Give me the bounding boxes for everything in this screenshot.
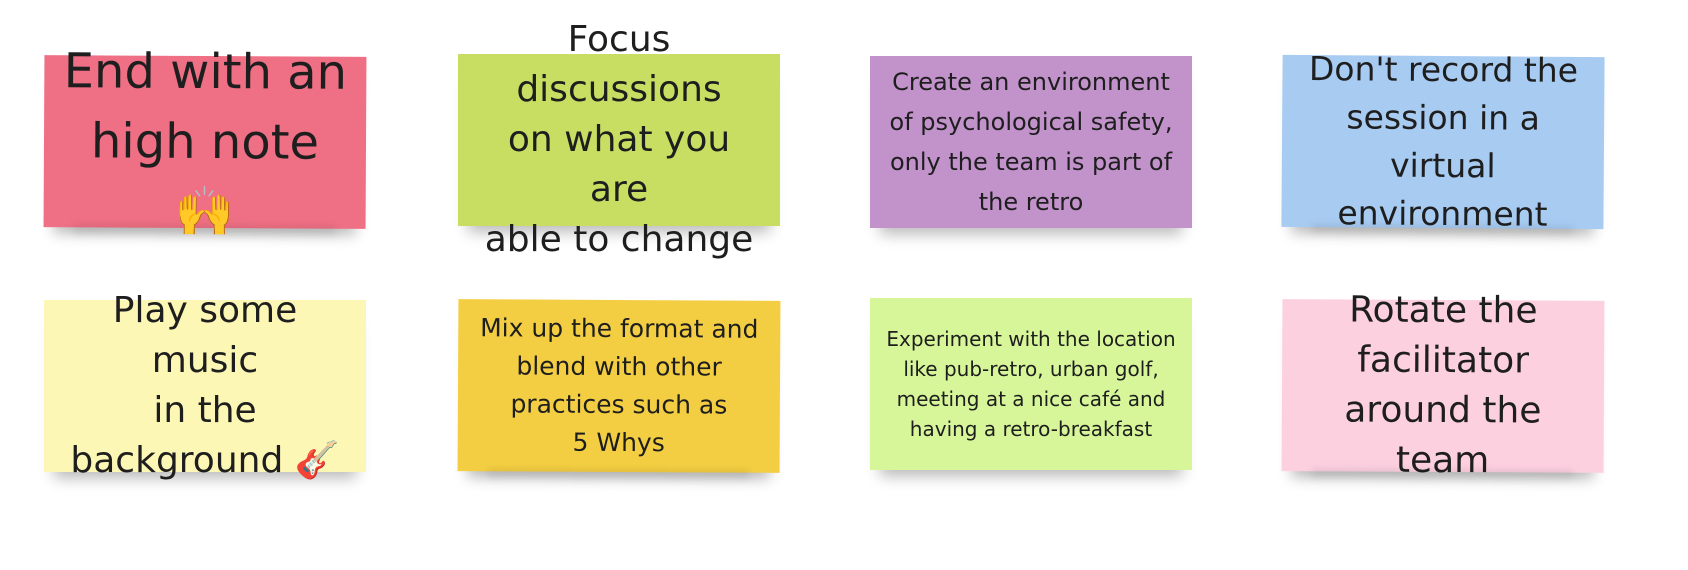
sticky-note-rotate-facilitator[interactable]: Rotate the facilitator around the team [1281,290,1605,481]
sticky-note-text: Don't record the session in a virtual en… [1308,49,1579,234]
sticky-note-text: Play some music in the background 🎸 [70,290,340,481]
sticky-note-focus-discussions[interactable]: Focus discussions on what you are able t… [458,19,780,260]
sticky-note-psychological-safety[interactable]: Create an environment of psychological s… [870,56,1192,228]
sticky-note-experiment-location[interactable]: Experiment with the location like pub-re… [870,298,1192,470]
sticky-note-text: Create an environment of psychological s… [889,68,1173,216]
raising-hands-icon: 🙌 [174,183,235,241]
sticky-note-text: Mix up the format and blend with other p… [480,313,759,458]
sticky-note-text: Experiment with the location like pub-re… [886,327,1176,441]
sticky-note-play-music[interactable]: Play some music in the background 🎸 [44,290,366,481]
sticky-note-text: Rotate the facilitator around the team [1344,289,1542,482]
guitar-icon: 🎸 [294,440,340,481]
sticky-note-mix-up-format[interactable]: Mix up the format and blend with other p… [457,299,781,473]
sticky-note-text: End with an high note 🙌 [63,43,348,241]
sticky-note-text: Focus discussions on what you are able t… [484,19,754,260]
sticky-note-dont-record[interactable]: Don't record the session in a virtual en… [1281,49,1605,234]
sticky-note-end-high-note[interactable]: End with an high note 🙌 [43,43,367,240]
